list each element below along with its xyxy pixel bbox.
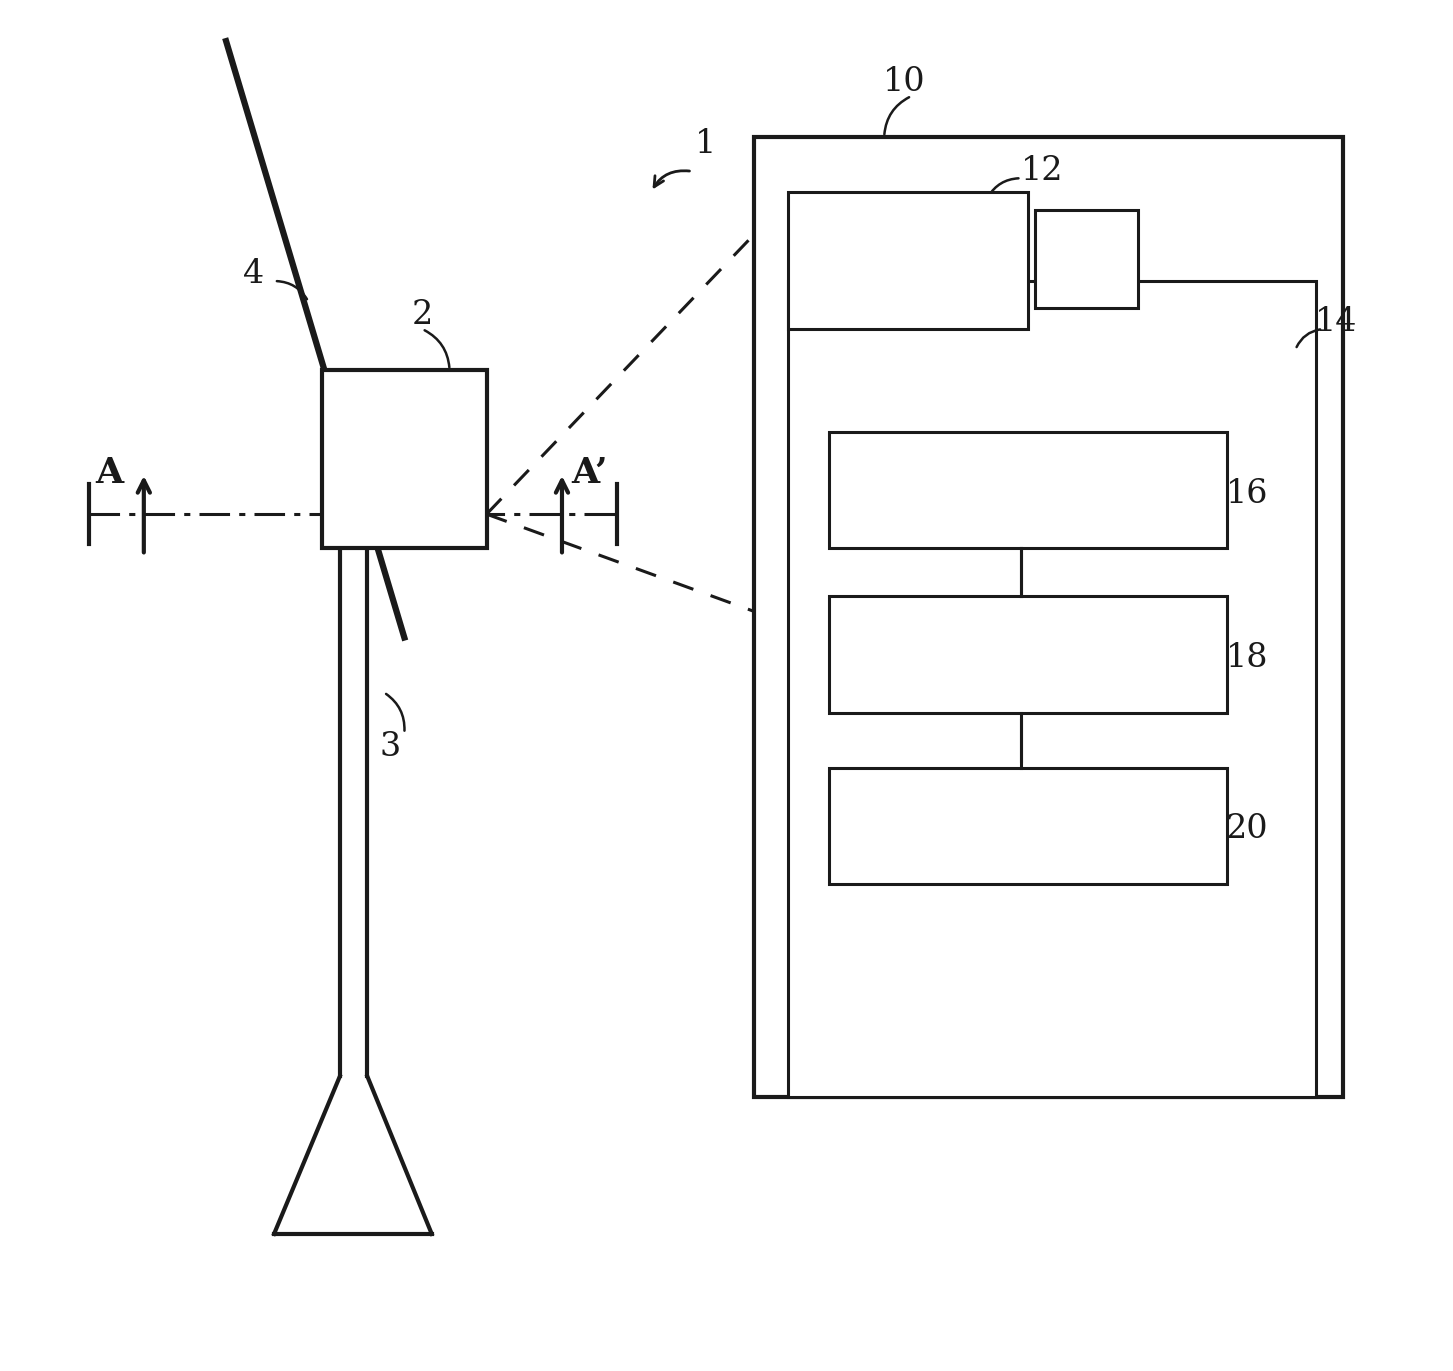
Text: 3: 3 [381, 731, 401, 764]
Text: A’: A’ [571, 457, 607, 489]
Bar [323, 370, 487, 548]
Bar [830, 596, 1226, 713]
Bar [788, 192, 1029, 329]
Bar [1035, 210, 1138, 308]
Text: 14: 14 [1315, 306, 1357, 339]
Text: 2: 2 [411, 299, 433, 332]
Text: 20: 20 [1226, 813, 1268, 846]
Text: 10: 10 [883, 66, 926, 99]
Text: 18: 18 [1226, 642, 1268, 675]
Bar [830, 768, 1226, 884]
Text: 16: 16 [1226, 477, 1268, 510]
Bar [754, 137, 1344, 1097]
Bar [830, 432, 1226, 548]
Text: 4: 4 [243, 258, 264, 291]
Text: A: A [96, 457, 124, 489]
Bar [788, 281, 1316, 1097]
Text: 1: 1 [696, 128, 716, 160]
Text: 12: 12 [1020, 155, 1064, 188]
